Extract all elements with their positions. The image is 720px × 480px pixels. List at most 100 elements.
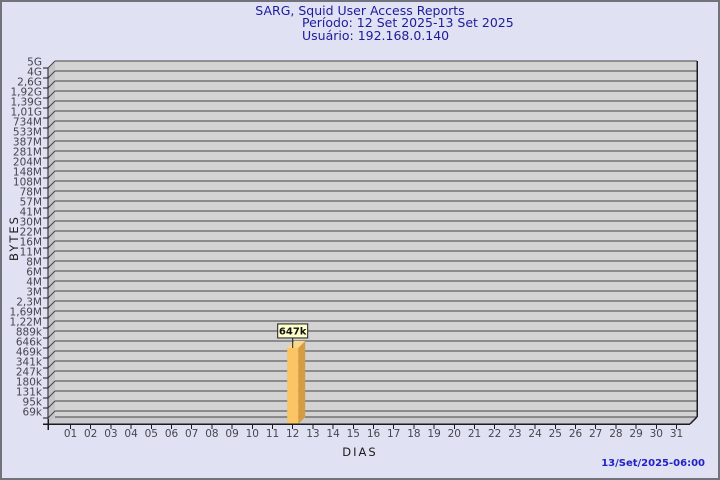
grid-line-wall [47, 150, 56, 159]
grid-line-wall [47, 310, 56, 319]
bottom-right-depth-edge [689, 416, 698, 425]
x-tick-label: 26 [569, 428, 583, 440]
grid-line-wall [47, 380, 56, 389]
x-tick-label: 11 [266, 428, 279, 440]
y-tick-label: 6M [26, 267, 42, 279]
x-tick-label: 10 [246, 428, 259, 440]
y-tick-label: 1,69M [10, 307, 42, 319]
y-tick-label: 2,3M [16, 297, 42, 309]
y-tick-label: 1,22M [10, 317, 42, 329]
grid-line-wall [47, 250, 56, 259]
y-tick-label: 180k [16, 377, 43, 389]
x-tick-label: 27 [589, 428, 602, 440]
y-tick-label: 41M [20, 207, 42, 219]
report-timestamp: 13/Set/2025-06:00 [601, 458, 705, 469]
x-tick-label: 24 [528, 428, 542, 440]
grid-line-wall [47, 370, 56, 379]
y-tick-label: 8M [26, 257, 42, 269]
grid-line-wall [47, 70, 56, 79]
bar-top-face [287, 340, 306, 348]
report-period: Período: 12 Set 2025-13 Set 2025 [302, 15, 514, 30]
grid-line-wall [47, 240, 56, 249]
y-tick-label: 16M [20, 237, 42, 249]
floor [48, 417, 697, 424]
y-tick-label: 4M [26, 277, 42, 289]
grid-line-wall [47, 320, 56, 329]
x-tick-label: 19 [427, 428, 440, 440]
grid-line-wall [47, 160, 56, 169]
x-tick-label: 21 [468, 428, 481, 440]
y-tick-label: 1,01G [10, 107, 42, 119]
x-tick-label: 25 [549, 428, 562, 440]
grid-line-wall [47, 300, 56, 309]
y-tick-label: 11M [20, 247, 42, 259]
x-tick-label: 06 [165, 428, 179, 440]
y-tick-label: 30M [20, 217, 42, 229]
x-tick-label: 28 [609, 428, 622, 440]
grid-line-wall [47, 100, 56, 109]
report-user: Usuário: 192.168.0.140 [302, 27, 450, 43]
report-title: SARG, Squid User Access Reports [255, 3, 465, 18]
grid-line-wall [47, 140, 56, 149]
x-tick-label: 17 [387, 428, 400, 440]
x-tick-label: 03 [104, 428, 117, 440]
x-tick-label: 23 [508, 428, 521, 440]
x-axis-title: DIAS [342, 445, 378, 459]
y-axis-title: BYTES [7, 215, 21, 261]
grid-line-wall [47, 340, 56, 349]
x-tick-label: 15 [347, 428, 360, 440]
y-tick-label: 889k [16, 327, 43, 339]
y-tick-label: 469k [16, 347, 43, 359]
y-tick-label: 646k [16, 337, 43, 349]
x-tick-label: 12 [286, 428, 299, 440]
grid-line-wall [47, 390, 56, 399]
x-tick-label: 22 [488, 428, 501, 440]
grid-line-wall [47, 350, 56, 359]
y-tick-label: 204M [13, 157, 42, 169]
grid-line-wall [47, 260, 56, 269]
y-tick-label: 247k [16, 367, 43, 379]
grid-line-wall [47, 80, 56, 89]
x-tick-label: 31 [670, 428, 683, 440]
x-tick-label: 05 [145, 428, 158, 440]
grid-line-wall [47, 180, 56, 189]
y-tick-label: 4G [27, 67, 42, 79]
grid-line-wall [47, 60, 56, 69]
y-tick-label: 387M [13, 137, 42, 149]
y-tick-label: 281M [13, 147, 42, 159]
x-tick-label: 09 [225, 428, 238, 440]
y-tick-label: 533M [13, 127, 42, 139]
report-subtitle-block: Período: 12 Set 2025-13 Set 2025 Usuário… [302, 15, 514, 43]
grid-line-wall [47, 410, 56, 419]
x-tick-label: 16 [367, 428, 381, 440]
grid-line-wall [47, 170, 56, 179]
grid-line-wall [47, 120, 56, 129]
grid-line-wall [47, 200, 56, 209]
plot-area [55, 61, 697, 417]
y-tick-label: 2,6G [17, 77, 42, 89]
grid-line-wall [47, 190, 56, 199]
y-tick-label: 1,39G [10, 97, 42, 109]
x-tick-label: 01 [64, 428, 77, 440]
x-tick-label: 29 [629, 428, 642, 440]
grid-line-wall [47, 230, 56, 239]
x-tick-label: 07 [185, 428, 198, 440]
y-tick-label: 78M [20, 187, 42, 199]
bar-front-face [287, 347, 299, 424]
bar-value-label: 647k [279, 326, 307, 337]
y-tick-label: 131k [16, 387, 43, 399]
grid-line-wall [47, 130, 56, 139]
y-tick-label: 3M [26, 287, 42, 299]
grid-line-wall [47, 270, 56, 279]
x-tick-label: 08 [205, 428, 218, 440]
bar-value-callout [277, 323, 309, 339]
y-tick-label: 57M [20, 197, 42, 209]
grid-line-wall [47, 110, 56, 119]
y-tick-label: 734M [13, 117, 42, 129]
y-tick-label: 108M [13, 177, 42, 189]
y-tick-label: 95k [23, 397, 43, 409]
grid-line-wall [47, 360, 56, 369]
bar-side-face [298, 340, 306, 424]
